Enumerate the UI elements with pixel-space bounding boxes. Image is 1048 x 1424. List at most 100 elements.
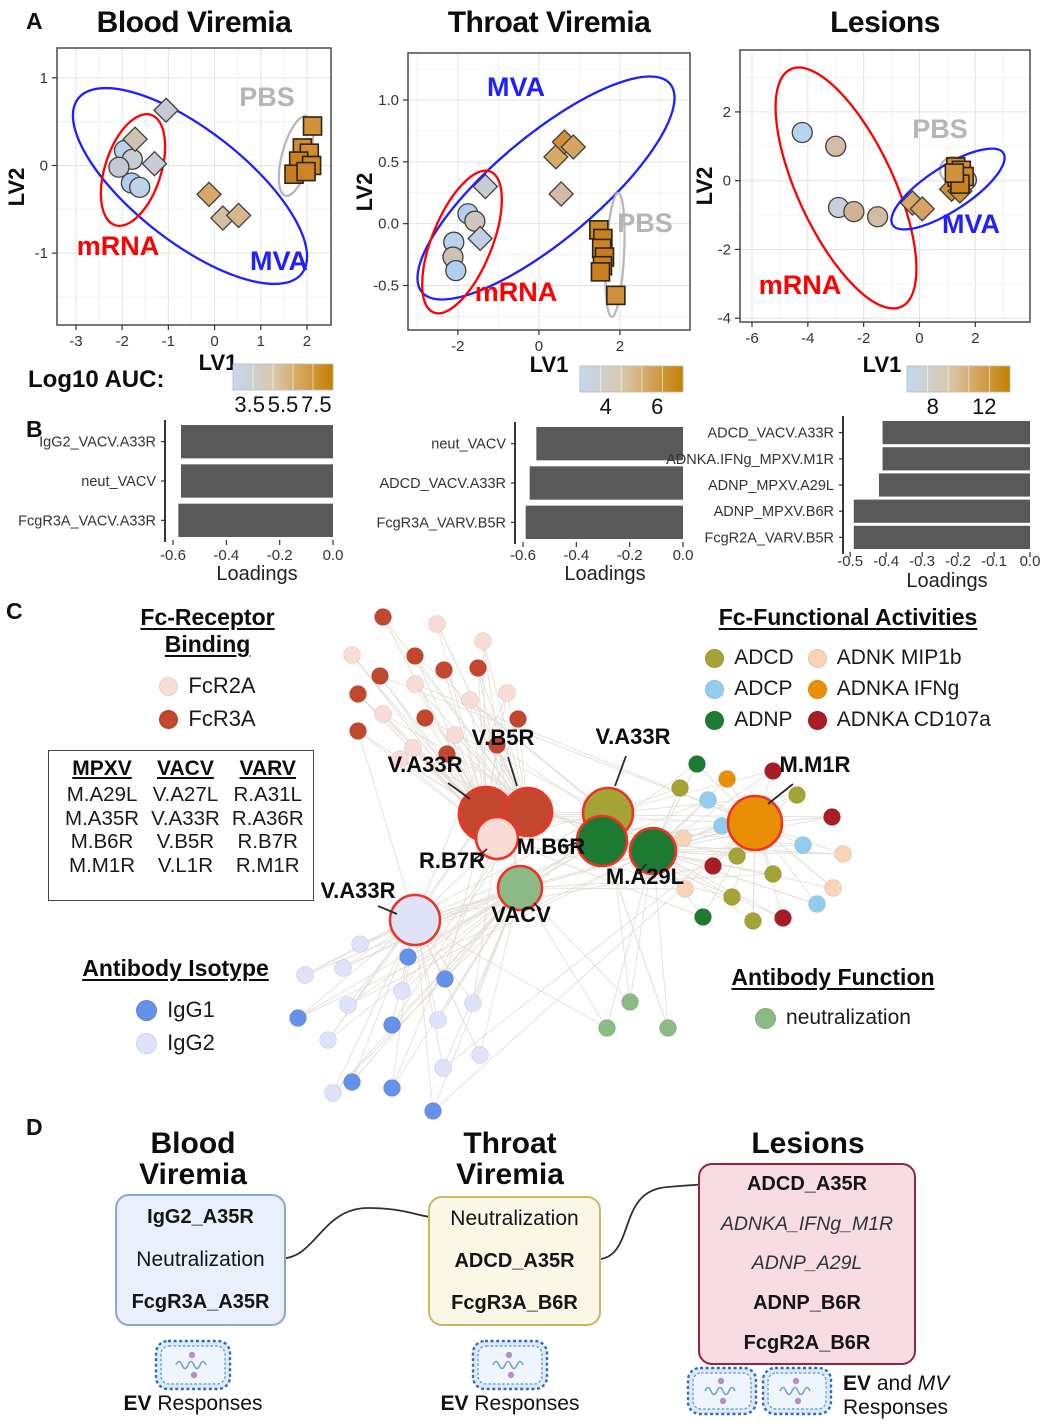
network-node <box>824 879 842 897</box>
group-label: MVA <box>250 246 308 276</box>
network-node <box>416 709 434 727</box>
adnka_cd107a-color-dot-icon <box>807 710 827 730</box>
adcp-color-dot-icon <box>705 679 725 699</box>
network-node <box>446 726 464 744</box>
network-node <box>438 745 456 763</box>
adnp-color-dot-icon <box>705 710 725 730</box>
network-node <box>676 880 694 898</box>
legend-item-label: FcR2A <box>188 673 256 698</box>
network-node <box>509 710 527 728</box>
neutralization-color-dot-icon <box>755 1007 777 1029</box>
network-node <box>435 661 453 679</box>
bar-category-label: ADCD_VACV.A33R <box>707 426 834 442</box>
auc-colorbar-tick: 5.5 <box>268 392 299 417</box>
network-node <box>383 1079 401 1097</box>
scatter-plot <box>403 52 691 335</box>
responses-caption: EV and MV Responses <box>843 1372 950 1419</box>
svg-text:0.5: 0.5 <box>378 154 399 171</box>
svg-text:2: 2 <box>616 338 624 355</box>
network-node <box>471 1046 489 1064</box>
network-node <box>488 736 506 754</box>
svg-text:-0.2: -0.2 <box>267 547 293 564</box>
network-node <box>808 895 826 913</box>
antigen-table-cell: V.L1R <box>157 853 213 877</box>
data-point-diamond <box>225 202 252 229</box>
legend-antibody-isotype-title: Antibody Isotype <box>82 955 269 981</box>
network-node <box>424 1102 442 1120</box>
legend-item-label: ADNKA CD107a <box>836 708 991 731</box>
network-node <box>374 608 392 626</box>
legend-item-label: ADCD <box>734 646 794 669</box>
group-ellipse <box>774 66 918 310</box>
auc-colorbar-tick: 3.5 <box>234 392 265 417</box>
svg-text:0: 0 <box>535 338 543 355</box>
signature-feature: ADCD_A35R <box>454 1249 575 1272</box>
data-point-circle <box>791 121 813 144</box>
outcome-heading: Blood Viremia <box>139 1127 247 1191</box>
network-node <box>723 888 741 906</box>
network-hub-label: V.A33R <box>387 752 462 777</box>
network-node <box>289 1009 307 1027</box>
panel-a-label: A <box>26 8 43 34</box>
group-label: MVA <box>487 72 545 102</box>
network-node <box>434 1059 452 1077</box>
legend-item: ADNP <box>705 708 794 732</box>
network-hub-node <box>388 893 442 947</box>
network-hub-label: VACV <box>491 902 551 927</box>
svg-text:0.0: 0.0 <box>1020 553 1041 570</box>
svg-text:-0.4: -0.4 <box>873 553 899 570</box>
legend-fc-receptor: Fc-Receptor Binding FcR2A FcR3A <box>95 604 320 739</box>
legend-fc-functional: Fc-Functional Activities ADCD ADCP ADNP AD… <box>693 604 1003 739</box>
network-node <box>834 845 852 863</box>
svg-text:-0.4: -0.4 <box>563 547 589 564</box>
legend-fc-functional-title: Fc-Functional Activities <box>718 604 978 630</box>
svg-text:-3: -3 <box>69 333 82 350</box>
svg-text:0: 0 <box>915 330 923 347</box>
data-point-square <box>296 161 316 182</box>
legend-item-label: IgG2 <box>167 1030 215 1055</box>
legend-item-label: FcR3A <box>188 706 256 731</box>
auc-colorbar-tick: 12 <box>972 394 996 419</box>
network-node <box>349 722 367 740</box>
svg-text:0.0: 0.0 <box>378 216 399 233</box>
group-label: MVA <box>942 209 1000 239</box>
network-hub-label: R.B7R <box>419 848 485 873</box>
network-hub-label: M.A29L <box>606 864 684 889</box>
antigen-table-cell: R.A31L <box>233 783 302 806</box>
network-node <box>474 632 492 650</box>
antigen-table-cell: V.B5R <box>156 830 215 853</box>
legend-item: IgG2 <box>136 1030 215 1056</box>
loading-bar <box>181 425 333 459</box>
svg-text:0: 0 <box>40 157 48 174</box>
svg-text:0: 0 <box>210 333 218 350</box>
svg-text:-0.4: -0.4 <box>213 547 239 564</box>
outcome-heading: Lesions <box>751 1127 865 1160</box>
svg-text:-6: -6 <box>745 330 758 347</box>
data-point-square <box>944 163 965 183</box>
antigen-table-header: VACV <box>157 757 214 780</box>
antigen-table-header: VARV <box>239 757 296 780</box>
fcr3a-color-dot-icon <box>159 709 179 729</box>
loading-bar <box>529 466 683 500</box>
network-hub-node <box>496 864 544 912</box>
data-point-circle <box>129 176 151 199</box>
y-axis-label: LV2 <box>352 173 377 212</box>
auc-colorbar-tick: 4 <box>600 394 612 419</box>
network-node <box>671 779 689 797</box>
group-label: mRNA <box>475 277 558 307</box>
network-node <box>406 647 424 665</box>
network-node <box>343 1073 361 1091</box>
network-node <box>404 739 422 757</box>
signature-feature: FcgR3A_A35R <box>131 1291 270 1314</box>
svg-text:-0.2: -0.2 <box>617 547 643 564</box>
network-node <box>429 1011 447 1029</box>
group-ellipse <box>421 169 503 315</box>
legend-item: ADCD <box>705 646 794 670</box>
network-node <box>598 1019 616 1037</box>
network-node <box>469 659 487 677</box>
bar-category-label: ADNKA.IFNg_MPXV.M1R <box>666 452 834 468</box>
network-hub-node <box>502 786 554 838</box>
network-node <box>428 615 446 633</box>
network-node <box>324 1084 342 1102</box>
network-node <box>334 959 352 977</box>
